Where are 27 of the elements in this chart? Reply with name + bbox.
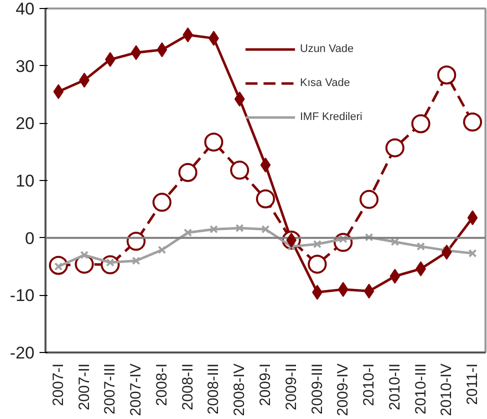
x-tick-label: 2009-I [257,363,274,406]
x-tick-label: 2008-I [153,363,170,406]
legend-label: IMF Kredileri [300,111,362,123]
y-tick-label: 40 [16,0,35,18]
x-tick-label: 2007-I [50,363,67,406]
y-tick-label: 30 [16,56,35,76]
y-tick-label: 10 [16,172,35,190]
x-tick-label: 2008-II [179,363,196,410]
x-tick-label: 2008-IV [231,363,248,416]
y-tick-label: 20 [16,114,35,134]
y-tick-label: -20 [10,344,35,362]
y-tick-label: -10 [10,286,35,306]
x-tick-label: 2010-II [386,363,404,410]
x-tick-label: 2010-IV [438,363,456,416]
x-tick-label: 2010-III [412,363,430,414]
y-tick-label: 0 [25,228,35,248]
legend-label: Uzun Vade [300,43,354,55]
x-tick-label: 2010-I [360,363,378,406]
x-tick-label: 2007-III [102,363,119,414]
x-tick-label: 2008-III [205,363,222,414]
x-tick-label: 2009-II [282,363,300,410]
legend-label: Kısa Vade [300,77,350,89]
x-tick-label: 2011-I [464,363,482,405]
x-tick-label: 2009-IV [334,363,352,416]
x-tick-label: 2007-II [76,363,93,410]
x-tick-label: 2009-III [308,363,326,414]
x-tick-label: 2007-IV [128,363,145,416]
